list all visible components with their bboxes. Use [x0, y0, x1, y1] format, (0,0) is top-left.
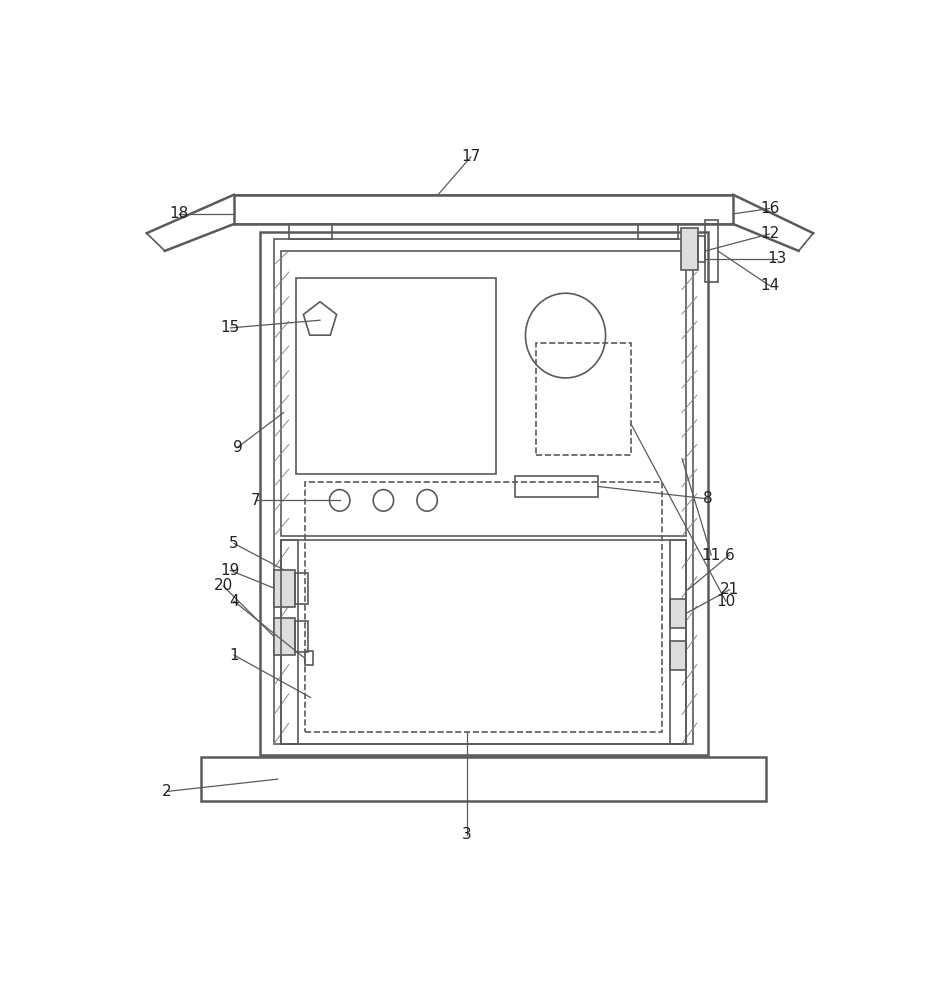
Text: 4: 4 [229, 594, 239, 609]
Text: 20: 20 [213, 578, 233, 593]
Bar [305, 651, 313, 665]
Bar [705, 220, 718, 282]
Bar [669, 540, 686, 744]
Text: 6: 6 [725, 548, 734, 563]
Bar [281, 540, 298, 744]
Bar [638, 224, 679, 239]
Text: 10: 10 [716, 594, 735, 609]
Text: 13: 13 [767, 251, 787, 266]
Text: 14: 14 [760, 278, 779, 293]
Text: 19: 19 [221, 563, 240, 578]
Bar [681, 228, 698, 270]
Bar [281, 251, 686, 536]
Bar [274, 239, 693, 744]
Text: 17: 17 [462, 149, 480, 164]
Bar [698, 235, 705, 262]
Bar [234, 195, 733, 224]
Bar [669, 641, 686, 670]
Text: 11: 11 [701, 548, 721, 563]
Text: 16: 16 [760, 201, 779, 216]
Bar [281, 540, 686, 744]
Bar [537, 343, 631, 455]
Text: 1: 1 [229, 648, 239, 663]
Bar [274, 570, 294, 607]
Text: 12: 12 [760, 226, 779, 241]
Bar [289, 224, 333, 239]
Text: 21: 21 [720, 582, 739, 597]
Bar [306, 482, 663, 732]
Bar [669, 599, 686, 628]
Bar [294, 621, 307, 652]
Text: 3: 3 [462, 827, 472, 842]
Text: 18: 18 [170, 206, 189, 221]
Text: 7: 7 [251, 493, 260, 508]
Text: 9: 9 [233, 440, 243, 455]
Text: 15: 15 [221, 320, 240, 335]
Text: 5: 5 [229, 536, 239, 551]
Bar [294, 573, 307, 604]
Bar [296, 278, 496, 474]
Text: 8: 8 [703, 491, 713, 506]
Bar [514, 476, 599, 497]
Bar [201, 757, 766, 801]
Bar [259, 232, 708, 755]
Text: 2: 2 [163, 784, 172, 799]
Bar [274, 618, 294, 655]
